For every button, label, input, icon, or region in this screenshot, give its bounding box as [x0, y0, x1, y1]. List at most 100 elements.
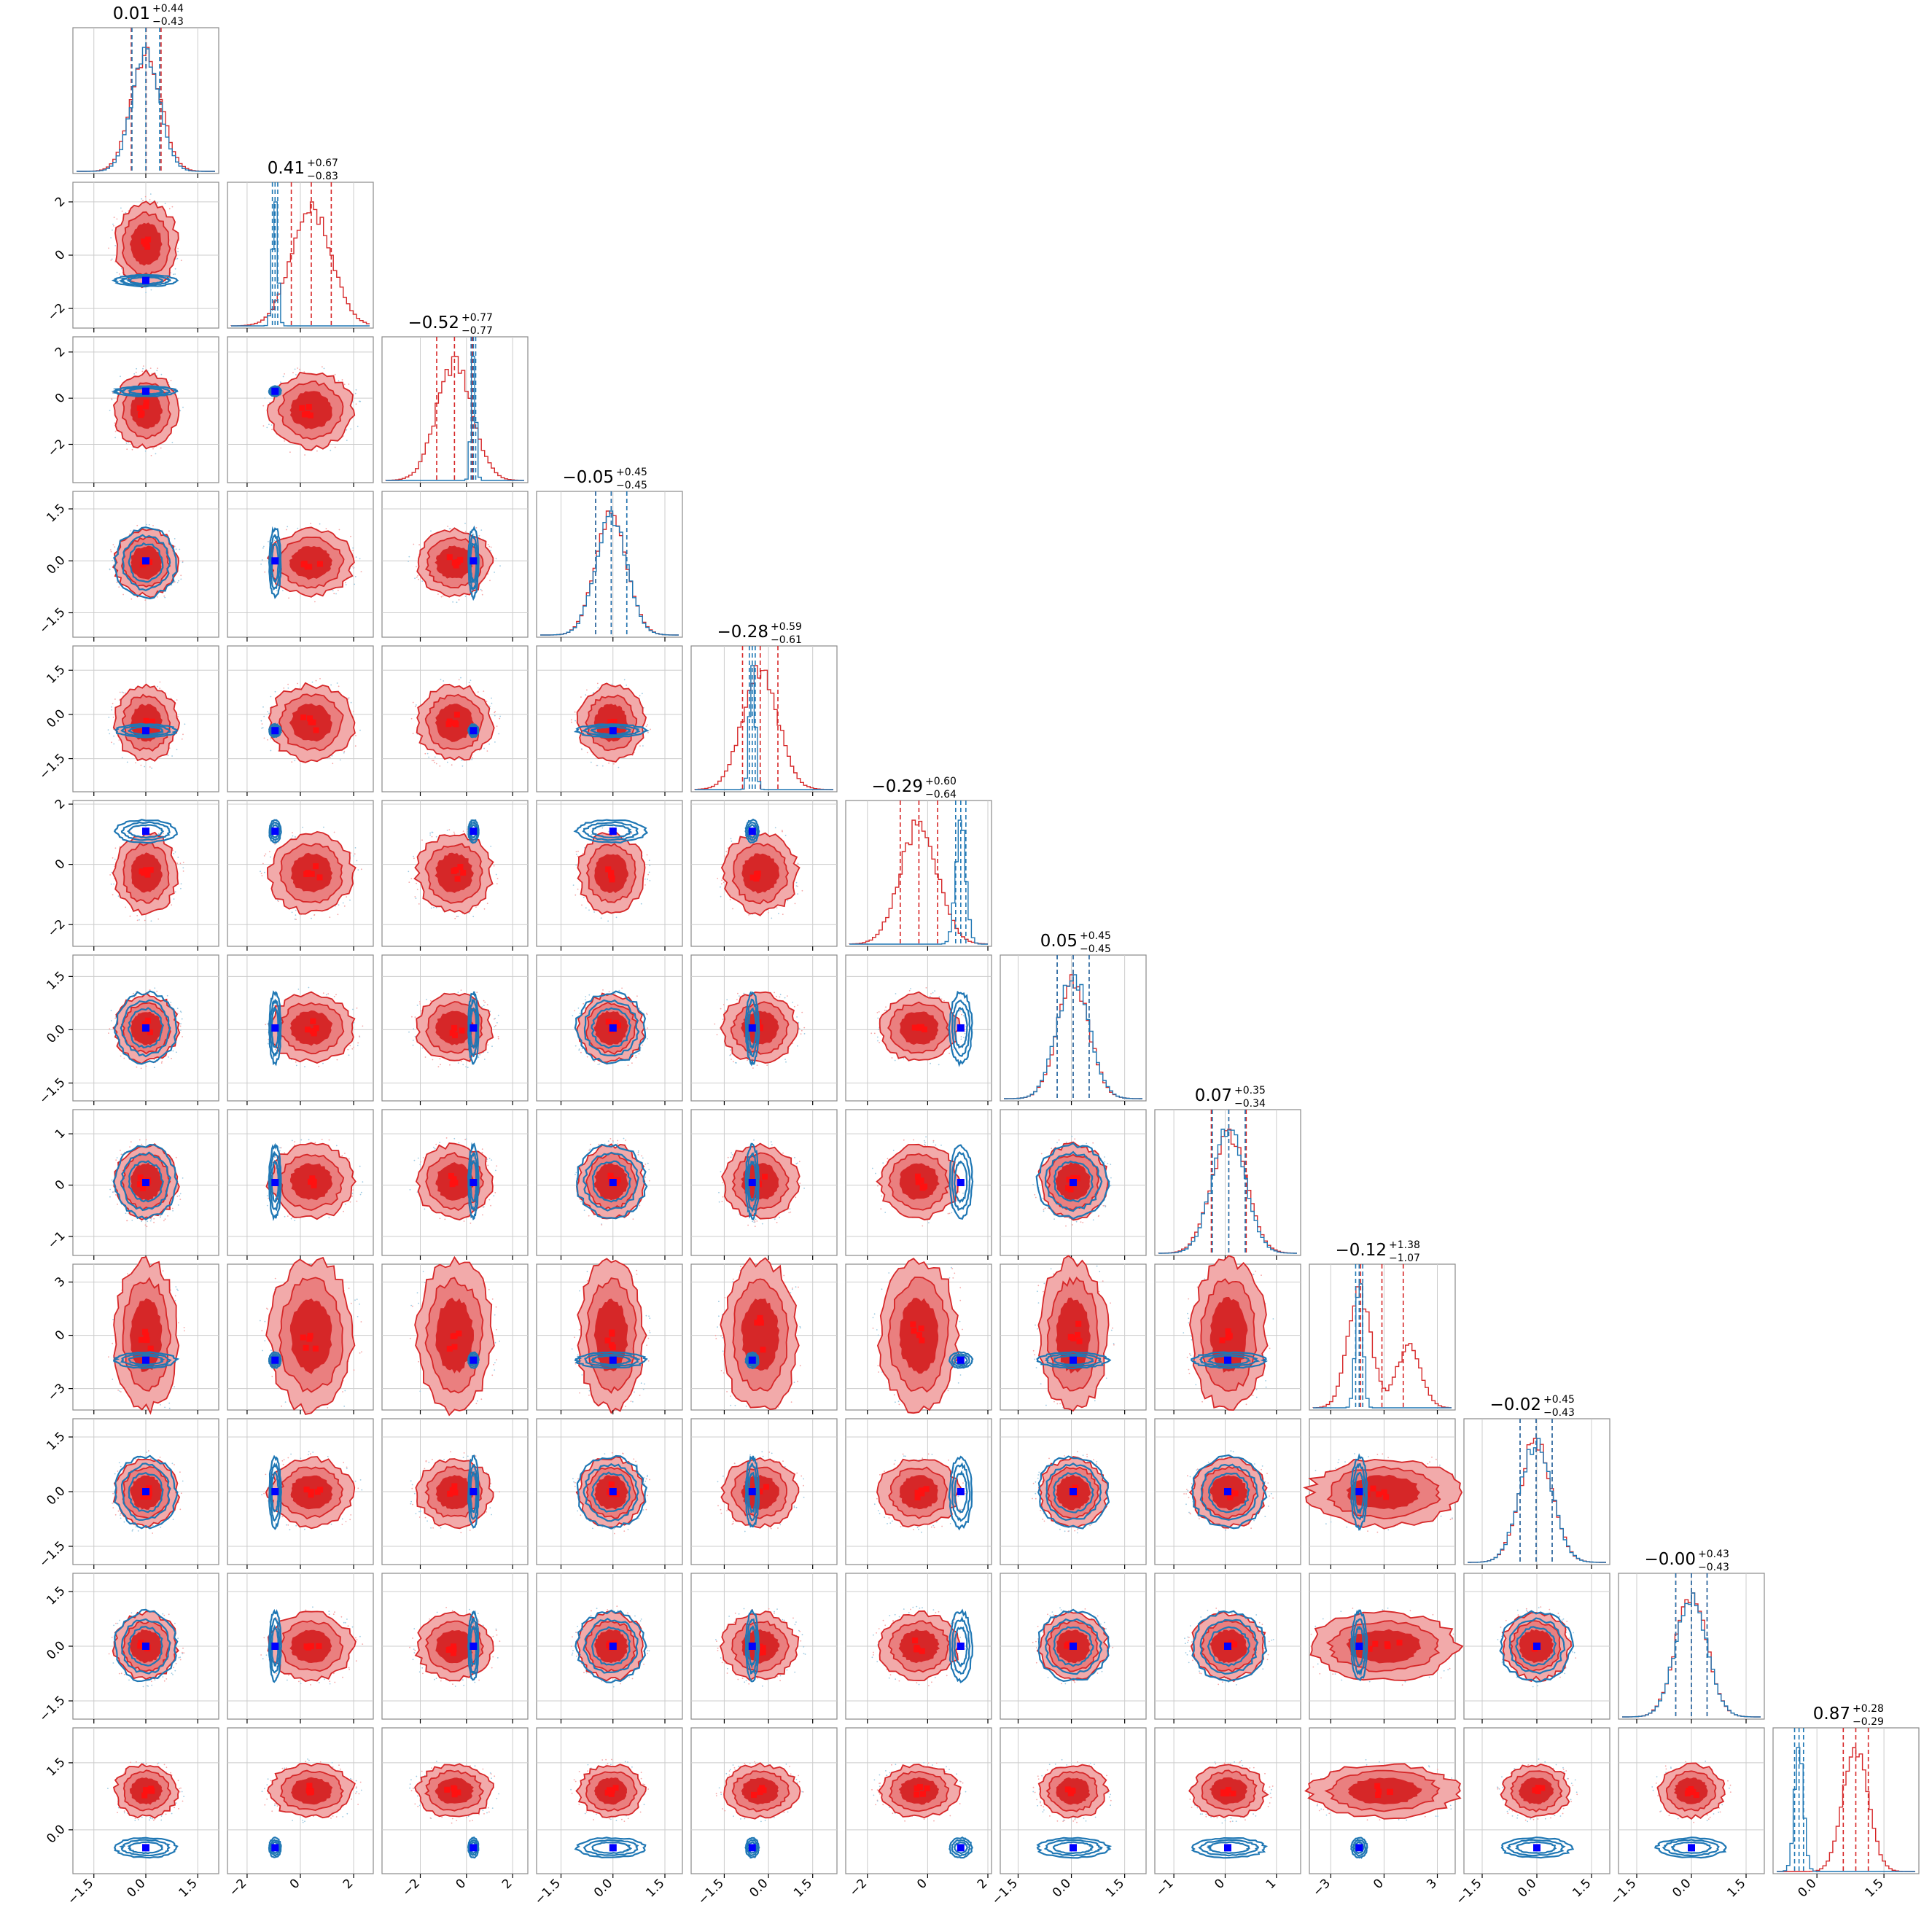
sample-point	[753, 1219, 755, 1221]
sample-point	[300, 1139, 303, 1141]
sample-point	[114, 422, 116, 424]
sample-point	[947, 1390, 949, 1392]
sample-point	[894, 1059, 896, 1062]
sample-point	[458, 1142, 460, 1144]
density-core	[453, 562, 459, 569]
sample-point	[310, 1453, 311, 1455]
sample-point	[179, 1195, 180, 1197]
sample-point	[903, 1058, 905, 1059]
density-core	[300, 561, 307, 568]
sample-point	[408, 870, 410, 873]
sample-point	[107, 729, 109, 731]
blue-contour	[468, 997, 479, 1058]
sample-point	[161, 1061, 163, 1062]
sample-point	[771, 1144, 773, 1146]
sample-point	[180, 887, 182, 889]
sample-point	[180, 578, 182, 580]
title-minus: −0.83	[307, 171, 338, 182]
density-core	[300, 1334, 306, 1341]
sample-point	[604, 1453, 606, 1454]
sample-point	[730, 838, 732, 840]
sample-point	[718, 1201, 720, 1203]
sample-point	[731, 1152, 733, 1154]
truth-marker	[1070, 1356, 1077, 1364]
density-core	[307, 715, 313, 722]
sample-point	[464, 596, 467, 597]
sample-point	[176, 1196, 179, 1197]
sample-point	[613, 1532, 615, 1535]
sample-point	[1188, 1298, 1190, 1300]
sample-point	[1110, 1329, 1113, 1331]
sample-point	[893, 1463, 895, 1465]
sample-point	[416, 566, 417, 568]
scatter-panel-0-7: −101	[45, 1109, 219, 1260]
sample-point	[747, 1224, 749, 1226]
sample-point	[1110, 1177, 1112, 1179]
sample-point	[285, 529, 287, 531]
sample-point	[793, 1005, 795, 1008]
sample-point	[182, 560, 184, 562]
sample-point	[260, 870, 261, 873]
sample-point	[144, 195, 147, 198]
sample-point	[644, 879, 646, 880]
y-tick-label: 0	[52, 857, 69, 873]
sample-point	[1065, 1225, 1067, 1227]
sample-point	[784, 1059, 786, 1060]
sample-point	[791, 1288, 793, 1289]
sample-point	[433, 906, 435, 908]
sample-point	[113, 743, 115, 745]
sample-point	[353, 1046, 354, 1048]
sample-point	[588, 909, 590, 911]
sample-point	[718, 1315, 720, 1317]
density-core	[763, 1484, 769, 1490]
sample-point	[647, 1360, 650, 1362]
truth-marker	[271, 1024, 279, 1032]
sample-point	[1032, 1497, 1033, 1500]
sample-point	[261, 875, 263, 876]
sample-point	[726, 1510, 728, 1511]
sample-point	[744, 1530, 746, 1532]
sample-point	[648, 860, 650, 862]
sample-point	[749, 1454, 751, 1456]
scatter-panel-2-5	[381, 800, 529, 951]
sample-point	[1261, 1274, 1262, 1277]
sample-point	[176, 1051, 177, 1053]
sample-point	[414, 706, 416, 708]
sample-point	[903, 1139, 905, 1141]
sample-point	[118, 1390, 120, 1392]
sample-point	[1064, 1530, 1066, 1532]
sample-point	[463, 1452, 465, 1454]
sample-point	[347, 1048, 349, 1051]
sample-point	[638, 1053, 640, 1055]
density-core	[446, 554, 453, 561]
density-core	[609, 1331, 615, 1337]
sample-point	[118, 739, 120, 741]
sample-point	[437, 1066, 440, 1068]
sample-point	[601, 1224, 603, 1226]
sample-point	[623, 1530, 626, 1532]
blue-contour	[746, 822, 759, 841]
blue-contour	[591, 1007, 631, 1049]
sample-point	[173, 852, 175, 854]
sample-point	[586, 689, 588, 691]
sample-point	[599, 1063, 601, 1065]
sample-point	[329, 757, 331, 759]
sample-point	[722, 1475, 724, 1477]
sample-point	[357, 425, 359, 427]
density-core	[451, 1344, 458, 1350]
sample-point	[884, 1009, 886, 1011]
sample-point	[947, 1212, 949, 1215]
sample-point	[270, 696, 272, 698]
sample-point	[736, 999, 738, 1000]
sample-point	[778, 913, 779, 914]
blue-contour	[120, 724, 171, 737]
sample-point	[295, 835, 296, 838]
sample-point	[265, 1024, 267, 1026]
sample-point	[575, 1172, 577, 1174]
sample-point	[289, 1529, 291, 1531]
sample-point	[1037, 1477, 1039, 1479]
sample-point	[410, 717, 413, 720]
sample-point	[960, 1036, 962, 1037]
density-core	[918, 1177, 924, 1184]
scatter-panel-4-5	[690, 800, 838, 951]
